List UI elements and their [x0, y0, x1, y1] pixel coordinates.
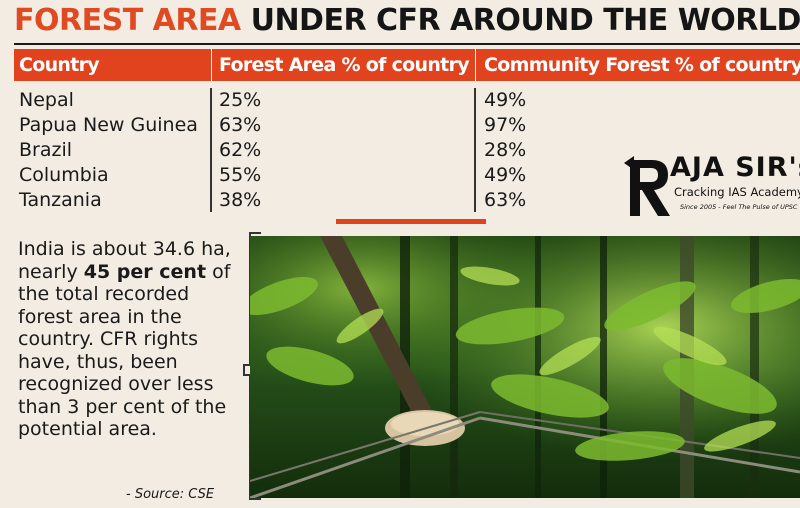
- bracket-bottom: [249, 498, 261, 500]
- header-divider: [211, 49, 212, 81]
- cell-community-forest: 49%: [484, 89, 527, 111]
- body-text-part2: of the total recorded forest area in the…: [18, 260, 231, 441]
- table-header: Country Forest Area % of country Communi…: [14, 49, 800, 81]
- cell-country: Papua New Guinea: [19, 114, 198, 136]
- title-rest: UNDER CFR AROUND THE WORLD: [250, 3, 800, 38]
- header-community-forest: Community Forest % of country: [484, 54, 800, 76]
- header-forest-area: Forest Area % of country: [219, 54, 470, 76]
- body-text-bold: 45 per cent: [83, 260, 207, 283]
- logo-name: AJA SIR's: [670, 152, 800, 183]
- cell-forest-area: 38%: [219, 189, 262, 211]
- table-row: Tanzania 38% 63%: [14, 188, 800, 213]
- table-row: Papua New Guinea 63% 97%: [14, 113, 800, 138]
- table-row: Nepal 25% 49%: [14, 88, 800, 113]
- source-credit: - Source: CSE: [126, 487, 215, 502]
- title-highlight: FOREST AREA: [14, 3, 241, 38]
- cell-country: Nepal: [19, 89, 74, 111]
- cell-country: Brazil: [19, 139, 73, 161]
- column-divider: [210, 88, 212, 212]
- logo-subtitle: Cracking IAS Academy: [674, 185, 800, 199]
- cell-community-forest: 49%: [484, 164, 527, 186]
- cell-community-forest: 28%: [484, 139, 527, 161]
- table-row: Columbia 55% 49%: [14, 163, 800, 188]
- cell-forest-area: 55%: [219, 164, 262, 186]
- body-text-part1: India is about 34.6 ha, nearly: [18, 238, 231, 283]
- header-divider: [475, 49, 476, 81]
- bracket-top: [249, 232, 261, 234]
- data-table: Nepal 25% 49% Papua New Guinea 63% 97% B…: [14, 88, 800, 214]
- page-title: FOREST AREA UNDER CFR AROUND THE WORLD: [14, 2, 800, 40]
- cell-country: Tanzania: [19, 189, 102, 211]
- forest-photo: [250, 236, 800, 498]
- cell-forest-area: 62%: [219, 139, 262, 161]
- body-paragraph: India is about 34.6 ha, nearly 45 per ce…: [18, 238, 240, 441]
- academy-logo: AJA SIR's Cracking IAS Academy Since 200…: [622, 152, 800, 220]
- logo-tagline: Since 2005 - Feel The Pulse of UPSC: [680, 203, 798, 211]
- cell-community-forest: 63%: [484, 189, 527, 211]
- cell-forest-area: 25%: [219, 89, 262, 111]
- cell-forest-area: 63%: [219, 114, 262, 136]
- table-row: Brazil 62% 28%: [14, 138, 800, 163]
- accent-bar: [336, 219, 486, 224]
- header-country: Country: [19, 54, 100, 76]
- cell-community-forest: 97%: [484, 114, 527, 136]
- column-divider: [474, 88, 476, 212]
- r-logo-icon: [624, 156, 670, 216]
- cell-country: Columbia: [19, 164, 109, 186]
- title-rule: [14, 43, 800, 45]
